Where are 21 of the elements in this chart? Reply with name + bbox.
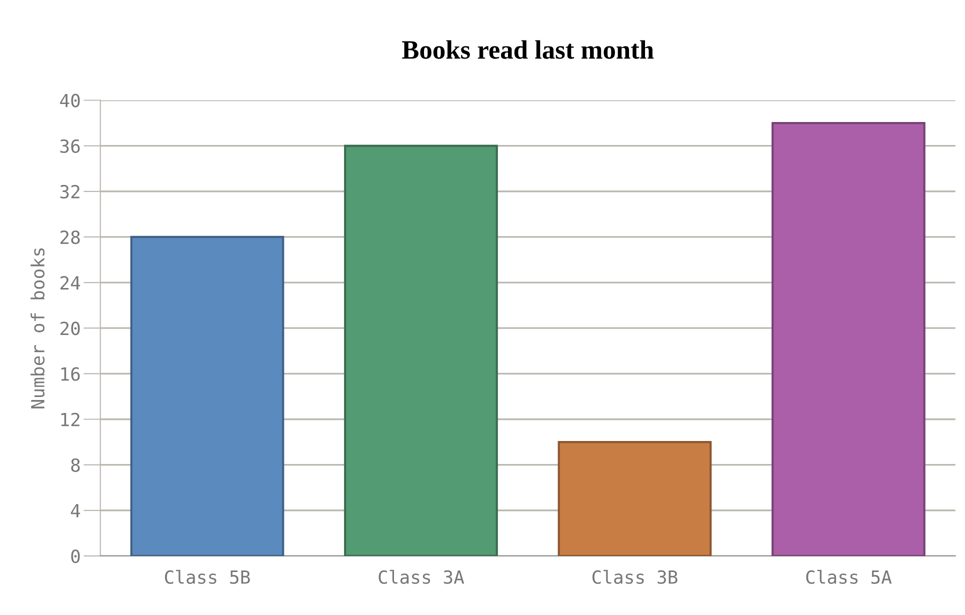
- bar: [344, 144, 498, 556]
- y-tick-label: 4: [70, 504, 80, 518]
- y-tick-label: 36: [60, 139, 80, 153]
- bar: [130, 236, 284, 556]
- x-tick-label: Class 3B: [592, 570, 678, 584]
- y-tick-label: 20: [60, 322, 80, 336]
- y-tick-label: 28: [60, 230, 80, 244]
- y-tick-label: 16: [61, 367, 80, 381]
- y-tick-label: 12: [61, 412, 80, 426]
- x-tick-label: Class 3A: [378, 570, 464, 584]
- chart-title: Books read last month: [402, 40, 654, 59]
- bar: [772, 122, 926, 556]
- y-tick-label: 40: [60, 94, 80, 108]
- y-tick-label: 8: [71, 458, 80, 472]
- y-tick-label: 0: [71, 549, 80, 564]
- x-tick-label: Class 5B: [164, 570, 250, 584]
- bar: [558, 440, 712, 556]
- y-tick-label: 24: [60, 276, 80, 290]
- x-tick-label: Class 5A: [806, 570, 892, 584]
- y-axis-title: Number of books: [30, 248, 45, 408]
- y-tick-label: 32: [60, 184, 80, 199]
